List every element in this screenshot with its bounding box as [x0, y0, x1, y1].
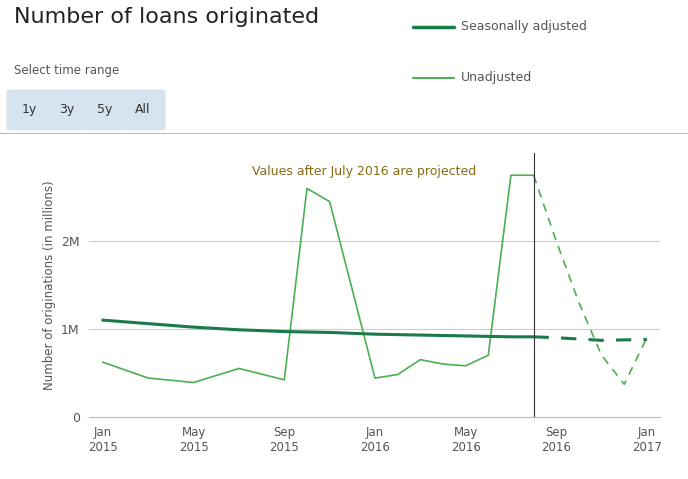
FancyBboxPatch shape [120, 90, 165, 130]
Text: Seasonally adjusted: Seasonally adjusted [461, 20, 587, 34]
Text: Select time range: Select time range [14, 64, 119, 78]
Y-axis label: Number of originations (in millions): Number of originations (in millions) [43, 180, 56, 390]
Text: Values after July 2016 are projected: Values after July 2016 are projected [252, 165, 476, 178]
Text: Number of loans originated: Number of loans originated [14, 7, 319, 27]
FancyBboxPatch shape [7, 90, 52, 130]
FancyBboxPatch shape [45, 90, 89, 130]
Text: 3y: 3y [59, 103, 75, 116]
Text: All: All [135, 103, 151, 116]
FancyBboxPatch shape [83, 90, 127, 130]
Text: Unadjusted: Unadjusted [461, 71, 533, 84]
Text: 5y: 5y [97, 103, 113, 116]
Text: 1y: 1y [21, 103, 37, 116]
